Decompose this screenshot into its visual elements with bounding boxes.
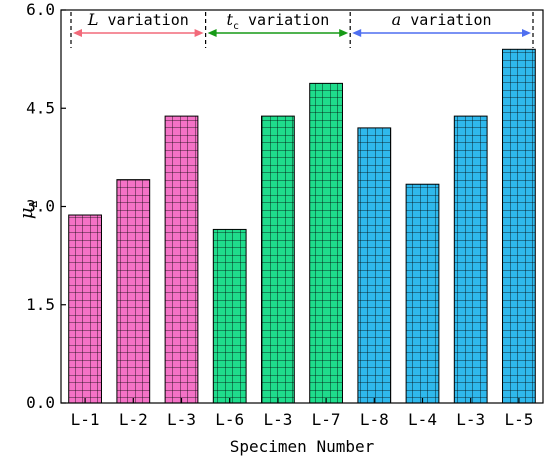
bars [68, 48, 536, 404]
x-tick-label: L-6 [215, 410, 244, 429]
x-tick-label: L-3 [167, 410, 196, 429]
group-annotation-1: L variation [73, 10, 204, 37]
bar-l-4-8 [405, 183, 440, 404]
group-label: tc variation [227, 10, 330, 32]
bar-hatch [164, 115, 199, 404]
bar-hatch [405, 183, 440, 404]
bar-l-5-10 [502, 48, 536, 404]
group-label-symbol: a [392, 10, 402, 29]
bar-l-2-2 [116, 179, 151, 404]
bar-l-1-1 [68, 214, 102, 404]
bar-l-3-9 [453, 115, 488, 404]
group-label-text: variation [401, 11, 491, 29]
group-annotation-2: tc variation [207, 10, 349, 37]
group-annotation-3: a variation [352, 10, 531, 37]
y-tick-label: 3.0 [26, 197, 55, 216]
group-arrow-head-left [73, 29, 82, 37]
group-label: L variation [87, 10, 189, 29]
group-arrow-head-right [194, 29, 204, 37]
group-label-subscript: c [233, 21, 239, 32]
bar-hatch [261, 115, 295, 404]
x-axis-label: Specimen Number [230, 437, 375, 456]
group-arrow-head-left [207, 29, 217, 37]
group-label-symbol: t [227, 10, 234, 29]
group-label-text: variation [98, 11, 188, 29]
y-tick-label: 6.0 [26, 0, 55, 19]
group-label-text: variation [239, 11, 329, 29]
group-annotations: L variation tc variation a variation [70, 10, 534, 48]
bar-hatch [116, 179, 151, 404]
x-axis: L-1 L-2 L-3 L-6 L-3 L-7 L-8 L-4 L-3 L-5 [71, 398, 533, 429]
x-tick-label: L-1 [71, 410, 100, 429]
bar-hatch [357, 127, 392, 404]
group-label-symbol: L [87, 10, 99, 29]
group-label: a variation [392, 10, 492, 29]
bar-hatch [68, 214, 102, 404]
group-arrow-head-left [352, 29, 362, 37]
bar-l-6-4 [212, 228, 247, 404]
bar-l-8-7 [357, 127, 392, 404]
x-tick-label: L-2 [119, 410, 148, 429]
y-axis-label: μΔ [16, 200, 40, 219]
bar-l-3-3 [164, 115, 199, 404]
group-arrow-head-right [339, 29, 349, 37]
x-tick-label: L-3 [456, 410, 485, 429]
y-axis: 0.0 1.5 3.0 4.5 6.0 [26, 0, 66, 412]
x-tick-label: L-8 [360, 410, 389, 429]
bar-hatch [212, 228, 247, 404]
y-axis-label-symbol: μ [16, 207, 37, 219]
x-tick-label: L-5 [504, 410, 533, 429]
bar-hatch [309, 82, 343, 404]
y-tick-label: 1.5 [26, 295, 55, 314]
bar-hatch [502, 48, 536, 404]
y-axis-label-subscript: Δ [27, 200, 40, 207]
bar-l-3-5 [261, 115, 295, 404]
bar-hatch [453, 115, 488, 404]
x-tick-label: L-7 [312, 410, 341, 429]
y-tick-label: 4.5 [26, 98, 55, 117]
group-arrow-head-right [522, 29, 531, 37]
y-tick-label: 0.0 [26, 393, 55, 412]
bar-l-7-6 [309, 82, 343, 404]
x-tick-label: L-4 [408, 410, 437, 429]
x-tick-label: L-3 [263, 410, 292, 429]
